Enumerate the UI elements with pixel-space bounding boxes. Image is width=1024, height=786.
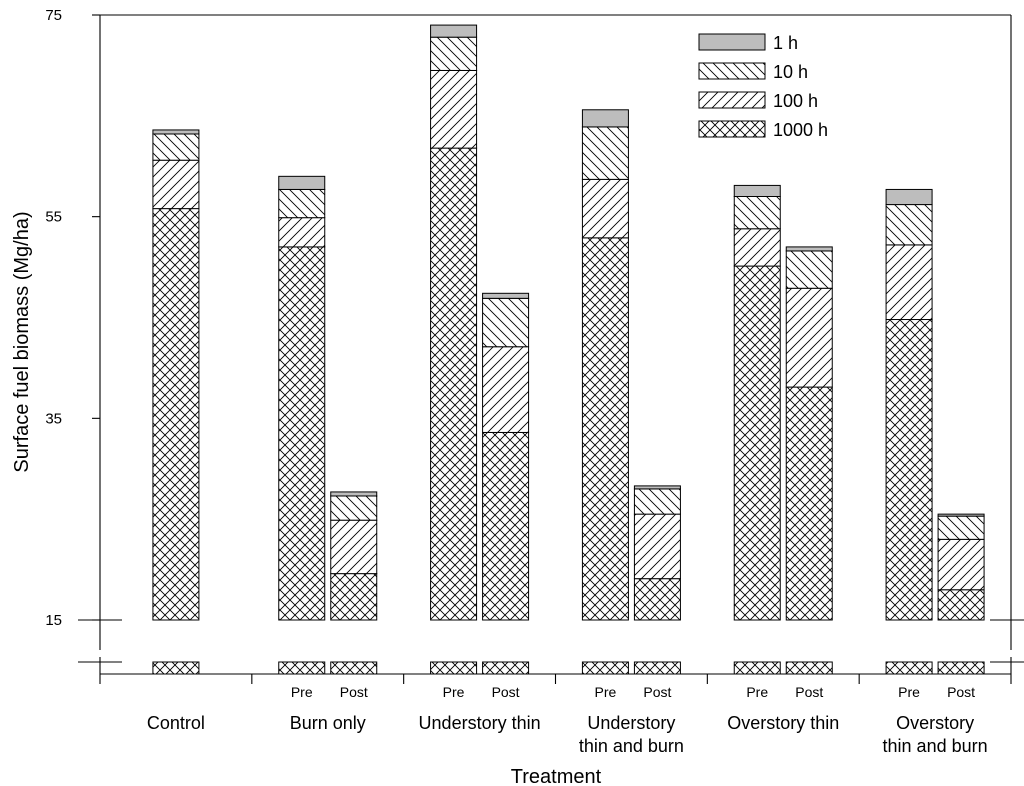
bar-label-post: Post [947, 684, 975, 700]
bar-segment-1h [278, 175, 326, 190]
y-tick-label: 15 [45, 612, 62, 629]
bar-segment-1000h-stub [581, 661, 629, 675]
bar-segment-1000h-stub [885, 661, 933, 675]
bar-segment-100h [278, 217, 326, 248]
group-label: Understory thin [419, 713, 541, 733]
bar-segment-1000h-stub [278, 661, 326, 675]
bar-segment-1000h [152, 208, 200, 621]
bar-segment-1000h [330, 573, 378, 621]
bar-segment-100h [152, 159, 200, 210]
y-axis-title: Surface fuel biomass (Mg/ha) [11, 211, 33, 472]
bar-segment-10h [482, 297, 530, 348]
legend-swatch-1h [698, 33, 766, 51]
legend-label: 10 h [773, 62, 808, 82]
plot-frame [78, 14, 1024, 675]
bar-segment-100h [581, 178, 629, 239]
bar-segment-1000h-stub [785, 661, 833, 675]
axis-layer: 15 35 55 75 [45, 7, 1012, 684]
bar-segment-1000h-stub [152, 661, 200, 675]
bar-segment-1000h-stub [482, 661, 530, 675]
bar-segment-100h [733, 228, 781, 267]
legend-label: 100 h [773, 91, 818, 111]
y-tick-label: 35 [45, 410, 62, 427]
bar-segment-1h [482, 292, 530, 299]
bar-label-pre: Pre [443, 684, 465, 700]
bar-segment-10h [785, 250, 833, 289]
bar-segment-1000h [937, 589, 985, 621]
y-tick-label: 55 [45, 209, 62, 226]
bar-label-post: Post [795, 684, 823, 700]
group-label: Overstory thin [727, 713, 839, 733]
bar-segment-1h [330, 491, 378, 497]
group-label: Understory [587, 713, 675, 733]
bar-segment-1000h [278, 246, 326, 621]
bar-segment-10h [430, 36, 478, 71]
bar-label-post: Post [643, 684, 671, 700]
bar-segment-1000h-stub [937, 661, 985, 675]
bars-layer [152, 24, 985, 675]
group-label: Control [147, 713, 205, 733]
bar-segment-1000h [633, 578, 681, 621]
bar-label-pre: Pre [291, 684, 313, 700]
legend-label: 1000 h [773, 120, 828, 140]
y-tick-label: 75 [45, 7, 62, 24]
bar-label-pre: Pre [595, 684, 617, 700]
bar-segment-10h [633, 488, 681, 515]
bar-label-post: Post [340, 684, 368, 700]
bar-label-post: Post [492, 684, 520, 700]
x-axis-title: Treatment [511, 766, 602, 786]
group-label: thin and burn [579, 736, 684, 756]
bar-segment-1000h [430, 147, 478, 621]
group-label: thin and burn [883, 736, 988, 756]
bar-segment-100h [330, 519, 378, 575]
bar-segment-10h [885, 204, 933, 246]
bar-segment-1h [885, 188, 933, 206]
bar-segment-100h [430, 69, 478, 149]
bar-segment-1000h [885, 319, 933, 621]
bar-segment-10h [581, 126, 629, 180]
bar-segment-10h [330, 495, 378, 521]
bar-segment-100h [785, 287, 833, 388]
bar-segment-1000h-stub [430, 661, 478, 675]
bar-segment-10h [733, 196, 781, 230]
bar-label-pre: Pre [898, 684, 920, 700]
bar-segment-10h [278, 188, 326, 219]
bar-segment-1h [633, 485, 681, 490]
bar-segment-10h [937, 515, 985, 540]
bar-segment-1000h [581, 237, 629, 621]
group-label: Overstory [896, 713, 974, 733]
bar-segment-1h [430, 24, 478, 38]
bar-segment-1h [152, 129, 200, 135]
bar-segment-1000h [482, 431, 530, 621]
bar-segment-1000h [785, 386, 833, 621]
bar-segment-1h [581, 109, 629, 128]
bar-label-pre: Pre [746, 684, 768, 700]
bar-segment-1h [785, 246, 833, 252]
bar-segment-1000h-stub [330, 661, 378, 675]
legend-swatch-100h [698, 91, 766, 109]
bar-segment-10h [152, 133, 200, 161]
legend: 1 h 10 h 100 h 1000 h [698, 33, 828, 140]
bar-segment-100h [885, 244, 933, 321]
group-label: Burn only [290, 713, 366, 733]
legend-label: 1 h [773, 33, 798, 53]
bar-segment-1000h [733, 265, 781, 621]
bar-segment-1000h-stub [633, 661, 681, 675]
legend-swatch-10h [698, 62, 766, 80]
labels-layer: Control Pre Post Burn only Pre Post Understory… [147, 684, 988, 756]
bar-segment-100h [937, 538, 985, 591]
bar-segment-1000h-stub [733, 661, 781, 675]
bar-segment-1h [733, 184, 781, 198]
bar-segment-1h [937, 513, 985, 517]
legend-swatch-1000h [698, 120, 766, 138]
bar-segment-100h [482, 346, 530, 433]
bar-segment-100h [633, 513, 681, 580]
